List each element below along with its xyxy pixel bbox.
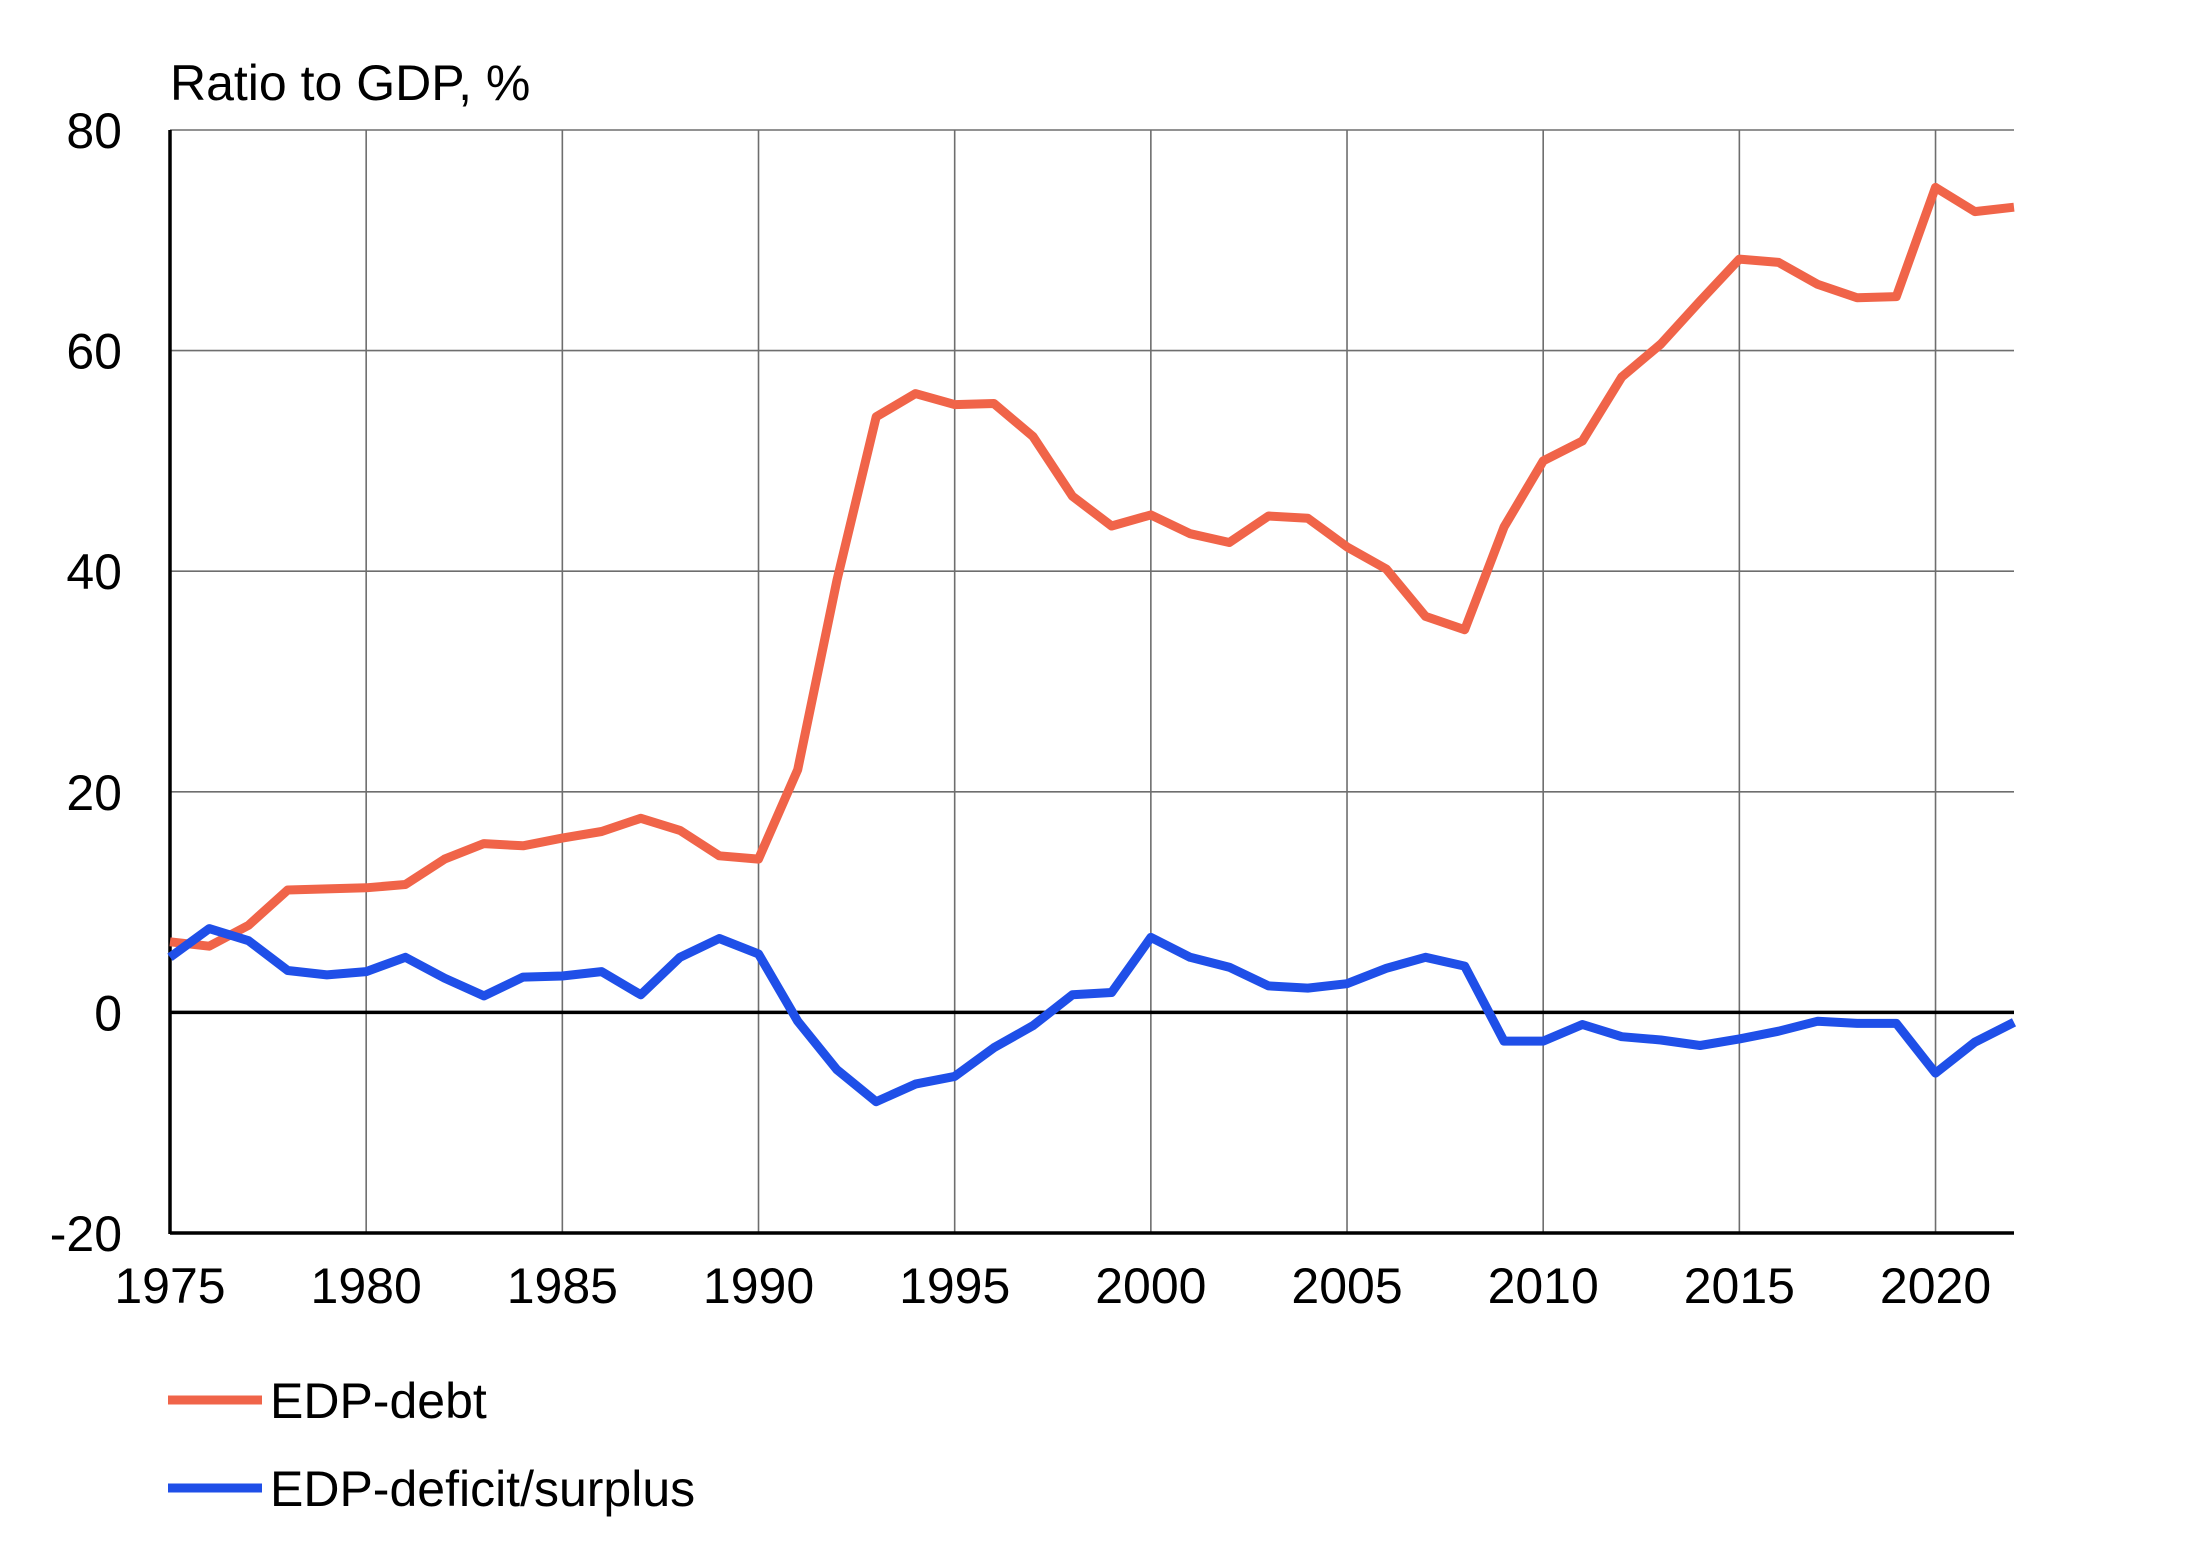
- x-tick-label: 2015: [1684, 1258, 1795, 1314]
- series-line-edp-deficit-surplus: [167, 924, 2017, 1107]
- y-tick-label: 20: [66, 765, 122, 821]
- series-lines: [167, 182, 2017, 1107]
- tick-labels: -20 0 20 40 60 80 1975 1980 1985 1990 1995 2000 2005…: [50, 103, 1991, 1314]
- y-tick-label: 60: [66, 324, 122, 380]
- x-tick-label: 1995: [899, 1258, 1010, 1314]
- axes: [168, 130, 2014, 1235]
- y-tick-label: 40: [66, 544, 122, 600]
- x-tick-label: 1975: [114, 1258, 225, 1314]
- series-line-edp-debt: [169, 182, 2015, 951]
- y-tick-label: -20: [50, 1206, 122, 1262]
- x-tick-label: 1980: [311, 1258, 422, 1314]
- legend-label: EDP-deficit/surplus: [270, 1461, 695, 1517]
- x-tick-label: 1985: [507, 1258, 618, 1314]
- y-tick-label: 80: [66, 103, 122, 159]
- x-tick-label: 1990: [703, 1258, 814, 1314]
- x-tick-label: 2005: [1291, 1258, 1402, 1314]
- x-tick-label: 2000: [1095, 1258, 1206, 1314]
- legend-label: EDP-debt: [270, 1373, 487, 1429]
- legend: EDP-debt EDP-deficit/surplus: [168, 1373, 695, 1517]
- grid-lines: [170, 129, 2014, 1233]
- y-axis-title: Ratio to GDP, %: [170, 55, 530, 111]
- x-tick-label: 2020: [1880, 1258, 1991, 1314]
- x-tick-label: 2010: [1488, 1258, 1599, 1314]
- y-tick-label: 0: [94, 985, 122, 1041]
